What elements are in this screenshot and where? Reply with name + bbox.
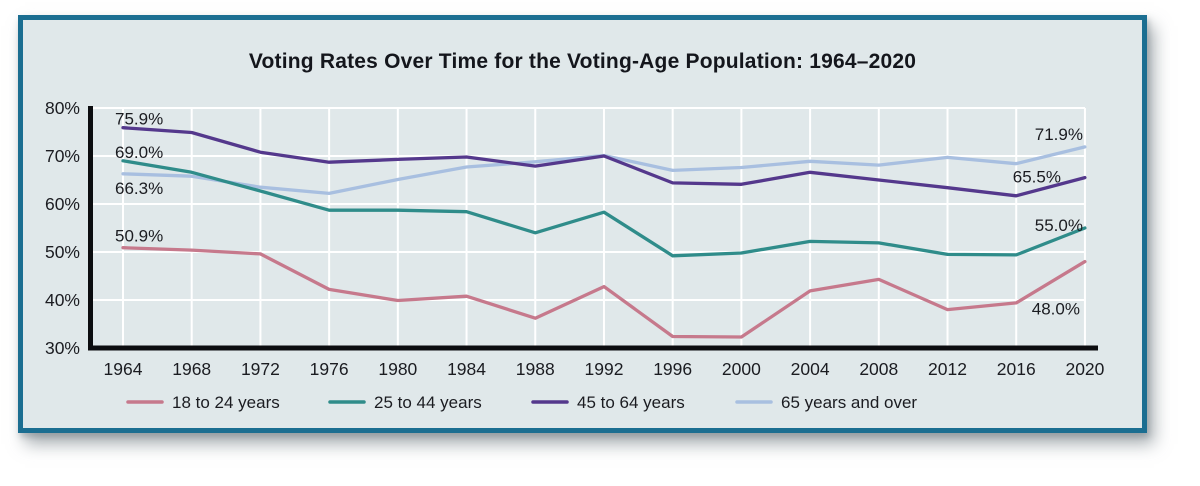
x-tick-label: 2016 — [997, 359, 1036, 379]
voting-rates-line-chart: 80% 70% 60% 50% 40% 30% 1964 1968 1972 1976 1980 19… — [45, 98, 1105, 412]
chart-title: Voting Rates Over Time for the Voting-Ag… — [248, 50, 917, 73]
data-label: 75.9% — [115, 110, 163, 129]
data-label: 69.0% — [115, 143, 163, 162]
y-tick-label: 60% — [45, 194, 80, 214]
data-label: 71.9% — [1035, 125, 1083, 144]
x-tick-label: 1964 — [104, 359, 143, 379]
data-label: 65.5% — [1013, 168, 1061, 187]
series-line-25-to-44-years — [121, 159, 1087, 258]
y-tick-label: 70% — [45, 146, 80, 166]
data-label: 48.0% — [1032, 300, 1080, 319]
x-tick-label: 1976 — [310, 359, 349, 379]
x-tick-label: 2004 — [791, 359, 830, 379]
chart-card: Voting Rates Over Time for the Voting-Ag… — [18, 15, 1147, 433]
x-tick-label: 1980 — [378, 359, 417, 379]
legend-label: 18 to 24 years — [172, 393, 280, 412]
y-tick-label: 80% — [45, 98, 80, 118]
x-tick-label: 1992 — [585, 359, 624, 379]
y-tick-label: 50% — [45, 242, 80, 262]
x-tick-label: 1972 — [241, 359, 280, 379]
data-label: 55.0% — [1035, 216, 1083, 235]
x-tick-label: 2020 — [1065, 359, 1104, 379]
data-label: 66.3% — [115, 179, 163, 198]
x-tick-label: 1996 — [653, 359, 692, 379]
x-tick-label: 1984 — [447, 359, 486, 379]
x-tick-label: 2012 — [928, 359, 967, 379]
legend-label: 45 to 64 years — [577, 393, 685, 412]
x-tick-label: 2008 — [859, 359, 898, 379]
legend-label: 65 years and over — [781, 393, 917, 412]
x-tick-label: 1988 — [516, 359, 555, 379]
legend-label: 25 to 44 years — [374, 393, 482, 412]
series-line-45-to-64-years — [121, 126, 1087, 198]
data-label: 50.9% — [115, 227, 163, 246]
y-tick-label: 40% — [45, 290, 80, 310]
x-tick-label: 1968 — [172, 359, 211, 379]
y-tick-label: 30% — [45, 338, 80, 358]
x-tick-label: 2000 — [722, 359, 761, 379]
series-line-18-to-24-years — [121, 246, 1087, 339]
